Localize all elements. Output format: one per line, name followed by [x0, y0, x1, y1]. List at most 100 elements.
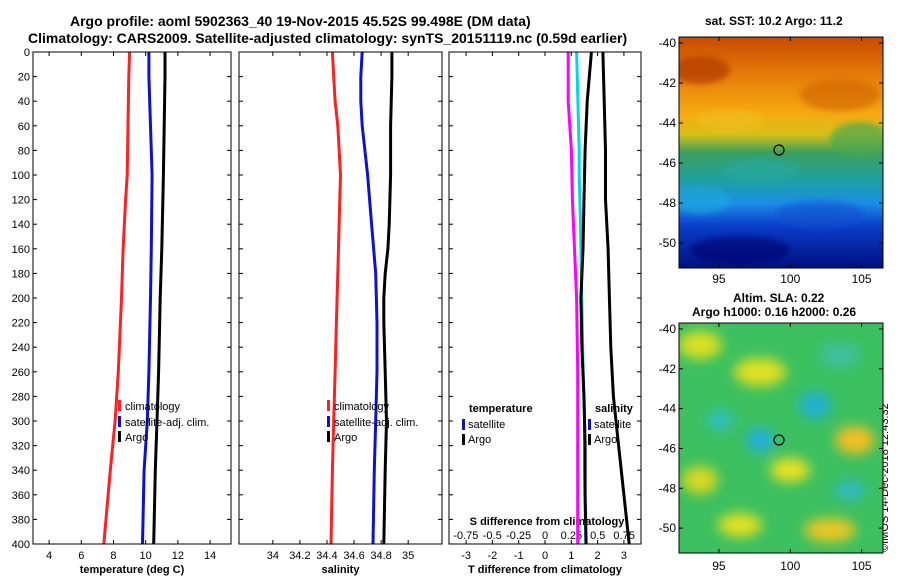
x-tick-label: 34.6 — [343, 550, 364, 562]
map-x-tick-label: 100 — [780, 559, 800, 573]
sla-map-texture — [679, 331, 875, 542]
series-line-salinity-satellite — [566, 52, 580, 544]
x-tick-label: 6 — [78, 550, 84, 562]
x-tick-label: 34.8 — [370, 550, 391, 562]
y-tick-label: 400 — [12, 539, 30, 551]
profile-panel-3: -3 -2 -1 0 1 2 3-0.75 -0.5 -0.25 0 0.25 0.5 0.75S di… — [448, 51, 642, 576]
legend: climatology satellite-adj. clim. Argo — [118, 400, 209, 444]
x-tick-label: -2 — [488, 550, 498, 562]
x-tick-label: 4 — [46, 550, 52, 562]
y-tick-label: 80 — [18, 145, 30, 157]
legend-swatch — [588, 419, 591, 430]
y-tick-label: 380 — [12, 514, 30, 526]
map-y-tick-label: -46 — [659, 441, 677, 455]
map-y-tick-label: -46 — [659, 156, 677, 170]
y-tick-label: 120 — [12, 195, 30, 207]
x-top-tick-label: 0.5 — [590, 530, 605, 542]
map-x-tick-label: 105 — [852, 559, 872, 573]
map-axis-ticks: 95 100 105 -40 -42 -44 -46 -48 -50 95 100 105 -40 -42… — [659, 36, 883, 573]
legend-swatch — [118, 431, 121, 442]
x-top-tick-label: 0.75 — [613, 530, 634, 542]
y-tick-label: 20 — [18, 72, 30, 84]
y-tick-label: 100 — [12, 170, 30, 182]
plot-frame — [448, 51, 642, 545]
plot-frame — [238, 51, 443, 545]
profile-panel-2: 34 34.2 34.4 34.6 34.8 35 salinity climatology s… — [238, 51, 443, 576]
header-line2: Climatology: CARS2009. Satellite-adjuste… — [28, 30, 628, 46]
sla-map-title-1: Altim. SLA: 0.22 — [733, 291, 825, 305]
legend-swatch — [327, 400, 330, 411]
legend-label: Argo — [125, 432, 148, 444]
x-tick-label: -3 — [461, 550, 471, 562]
sla-map-ticks: 95 100 105 -40 -42 -44 -46 -48 -50 — [659, 322, 883, 573]
x-top-tick-label: -0.75 — [453, 530, 478, 542]
x-tick-label: 34 — [267, 550, 279, 562]
x-axis-label: salinity — [322, 564, 361, 576]
sst-map — [678, 36, 884, 269]
map-y-tick-label: -40 — [659, 322, 677, 336]
sla-map-title-2: Argo h1000: 0.16 h2000: 0.26 — [692, 305, 857, 319]
legend-label: climatology — [125, 401, 181, 413]
legend-title: salinity — [595, 403, 634, 415]
legend-swatch — [118, 400, 121, 411]
sst-map-ticks: 95 100 105 -40 -42 -44 -46 -48 -50 — [659, 36, 883, 286]
y-tick-label: 180 — [12, 268, 30, 280]
map-y-tick-label: -40 — [659, 36, 677, 50]
x-top-tick-label: -0.5 — [483, 530, 502, 542]
legend: climatology satellite-adj. clim. Argo — [327, 400, 418, 444]
y-tick-label: 260 — [12, 367, 30, 379]
legend-swatch — [462, 434, 465, 445]
x-tick-label: -1 — [514, 550, 524, 562]
map-y-tick-label: -44 — [659, 116, 677, 130]
map-x-tick-label: 95 — [712, 272, 726, 286]
map-y-tick-label: -42 — [659, 362, 677, 376]
sst-map-title: sat. SST: 10.2 Argo: 11.2 — [705, 14, 843, 28]
x-tick-label: 14 — [204, 550, 216, 562]
legend-swatch — [327, 431, 330, 442]
profile-panels: 0204060801001201401601802002202402602803… — [12, 47, 642, 576]
profile-panel-1: 0 20 40 60 80 100 120 140 160 180 200 220 240 260 280 3… — [12, 47, 232, 576]
map-y-tick-label: -42 — [659, 76, 677, 90]
sla-map — [678, 322, 884, 554]
y-tick-label: 220 — [12, 318, 30, 330]
x-tick-label: 35 — [402, 550, 414, 562]
x-tick-label: 12 — [172, 550, 184, 562]
legend-title: temperature — [469, 403, 533, 415]
y-tick-label: 340 — [12, 465, 30, 477]
x-axis-label: temperature (deg C) — [80, 564, 185, 576]
series-line-climatology — [329, 51, 342, 545]
x-axis-label: T difference from climatology — [468, 564, 623, 576]
series-line-temperature-argo — [601, 51, 631, 545]
sla-argo-location-marker — [773, 434, 785, 446]
legend-label: satellite-adj. clim. — [334, 417, 418, 429]
legend-label: satellite — [594, 419, 631, 431]
y-tick-label: 140 — [12, 219, 30, 231]
header-line1: Argo profile: aoml 5902363_40 19-Nov-201… — [70, 13, 531, 29]
sst-argo-location-marker — [773, 144, 785, 156]
map-x-tick-label: 105 — [852, 272, 872, 286]
map-y-tick-label: -50 — [659, 236, 677, 250]
legend-swatch — [327, 416, 330, 427]
plot-frame — [32, 51, 232, 545]
x-tick-label: 1 — [568, 550, 574, 562]
y-tick-label: 200 — [12, 293, 30, 305]
legend-label: climatology — [334, 401, 390, 413]
sst-map-texture — [679, 56, 883, 264]
x-tick-label: 34.4 — [316, 550, 337, 562]
map-x-tick-label: 100 — [780, 272, 800, 286]
legend-swatch — [118, 416, 121, 427]
y-tick-label: 40 — [18, 96, 30, 108]
series-line-satellite-adj-clim- — [141, 52, 154, 545]
series-line-argo — [382, 52, 394, 545]
x-tick-label: 34.2 — [289, 550, 310, 562]
x-tick-label: 8 — [110, 550, 116, 562]
legend-label: satellite-adj. clim. — [125, 417, 209, 429]
legend: temperature satellite Argo salinity satellit… — [462, 403, 634, 446]
y-tick-label: 0 — [24, 47, 30, 59]
legend-label: Argo — [334, 432, 357, 444]
legend-label: Argo — [468, 434, 491, 446]
y-tick-label: 300 — [12, 416, 30, 428]
map-y-tick-label: -50 — [659, 521, 677, 535]
map-x-tick-label: 95 — [712, 559, 726, 573]
